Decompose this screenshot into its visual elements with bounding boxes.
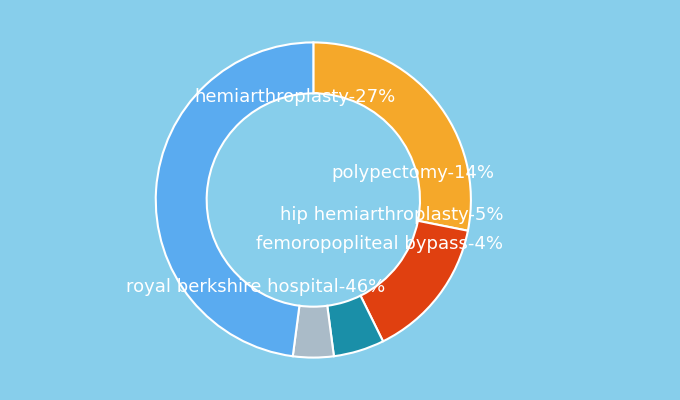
Text: hemiarthroplasty-27%: hemiarthroplasty-27% [194, 88, 396, 106]
Text: hip hemiarthroplasty-5%: hip hemiarthroplasty-5% [280, 206, 504, 224]
Wedge shape [360, 221, 468, 341]
Text: femoropopliteal bypass-4%: femoropopliteal bypass-4% [256, 235, 503, 253]
Wedge shape [327, 296, 383, 356]
Wedge shape [156, 42, 313, 356]
Text: royal berkshire hospital-46%: royal berkshire hospital-46% [126, 278, 385, 296]
Text: polypectomy-14%: polypectomy-14% [331, 164, 494, 182]
Wedge shape [313, 42, 471, 231]
Wedge shape [293, 306, 334, 358]
